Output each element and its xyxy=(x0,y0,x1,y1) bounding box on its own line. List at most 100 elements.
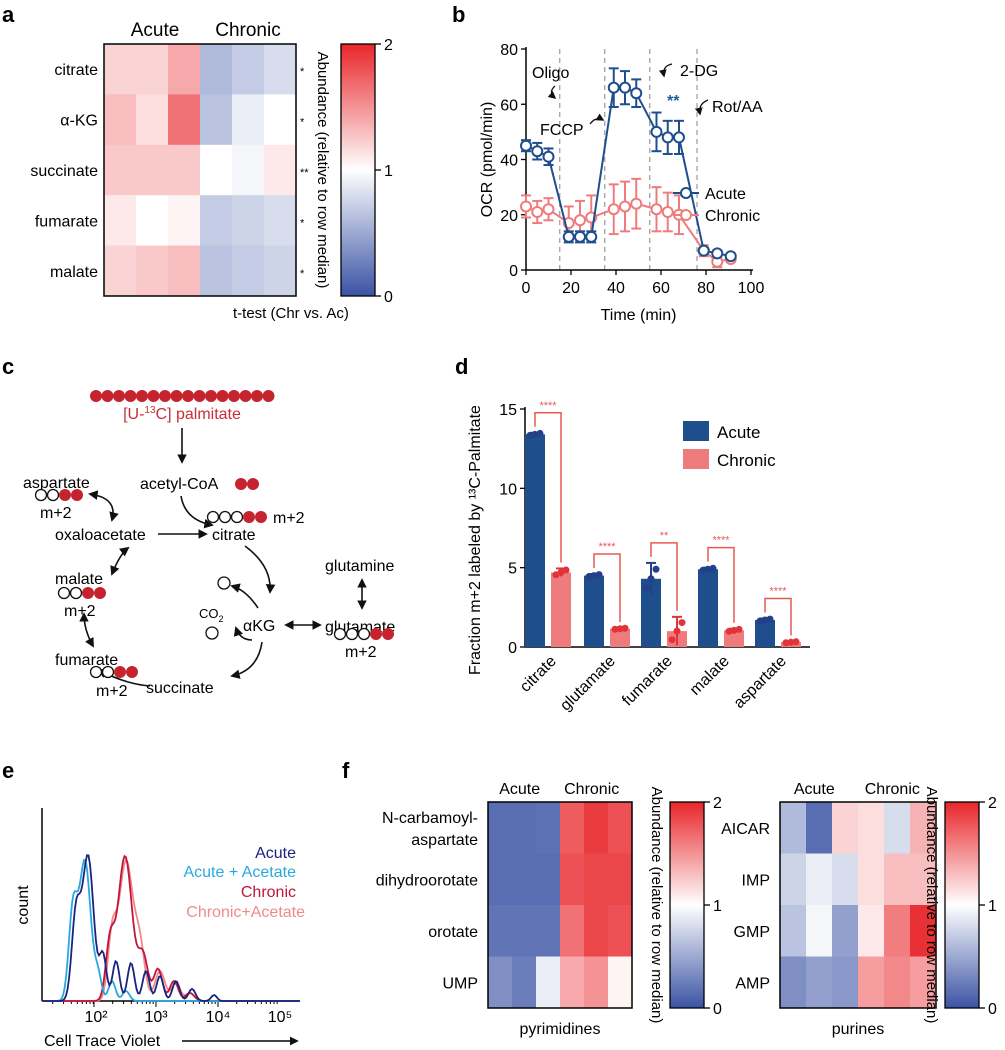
citrate-carbon xyxy=(255,511,267,523)
heatmap-cell xyxy=(264,144,297,196)
palmitate-carbon xyxy=(193,390,206,402)
heatmap-border xyxy=(779,801,937,1009)
legend-label: Acute xyxy=(705,186,746,203)
heatmap-cell xyxy=(136,245,169,297)
data-point-acute xyxy=(607,81,620,94)
col-group-acute: Acute xyxy=(131,20,180,41)
colorbar xyxy=(944,801,980,1009)
citrate-carbon xyxy=(206,510,220,524)
replicate-dot xyxy=(621,624,629,632)
y-tick-label: 15 xyxy=(499,402,517,419)
fumarate-carbon xyxy=(89,665,103,679)
row-label: N-carbamoyl- xyxy=(382,810,478,827)
colorbar-tick-label: 1 xyxy=(384,163,393,180)
glutamate-carbon xyxy=(370,628,382,640)
data-point-acute xyxy=(724,250,737,263)
colorbar-tick-label: 0 xyxy=(384,289,393,306)
heatmap-xlabel: pyrimidines xyxy=(520,1021,601,1038)
heatmap-cell xyxy=(832,956,859,1009)
x-axis-label: Time (min) xyxy=(601,307,677,324)
heatmap-cell xyxy=(512,802,537,854)
heatmap-cell xyxy=(884,853,911,906)
heatmap-cell xyxy=(536,956,561,1009)
x-tick-label: 0 xyxy=(522,280,531,297)
fumarate-carbon xyxy=(114,666,126,678)
panel-c-diagram: [U-13C] palmitate acetyl-CoA m+2 citrate… xyxy=(23,390,395,700)
legend-acute-acetate: Acute + Acetate xyxy=(183,864,296,881)
heatmap-cell xyxy=(104,94,137,146)
heatmap-cell xyxy=(264,44,297,95)
col-group-chronic: Chronic xyxy=(215,20,280,41)
data-point-chronic xyxy=(542,203,555,216)
data-point-acute xyxy=(574,230,586,243)
panel-d-bar-chart: 0 5 10 15 Fraction m+2 labeled by ¹³C-Palmit… xyxy=(467,400,810,715)
injection-label: Oligo xyxy=(532,65,569,82)
arrow-oaa-aspartate xyxy=(88,490,119,522)
heatmap-cell xyxy=(232,94,265,146)
palmitate-carbon xyxy=(262,390,275,402)
aspartate-carbon xyxy=(71,489,83,501)
aspartate-m2-label: m+2 xyxy=(40,505,72,522)
heatmap-cell xyxy=(168,144,201,196)
akg-label: αKG xyxy=(243,618,275,635)
panel-label-b: b xyxy=(452,2,465,27)
heatmap-cell xyxy=(264,195,297,247)
panel-f-heatmaps: Acute Chronic N-carbamoyl-aspartate dihydro… xyxy=(376,781,997,1038)
injection-arrow xyxy=(658,63,673,78)
bar-acute xyxy=(584,575,604,647)
y-tick-label: 5 xyxy=(508,561,517,578)
colorbar-tick-label: 2 xyxy=(988,795,997,812)
citrate-carbon xyxy=(243,511,255,523)
citrate-carbon xyxy=(230,510,244,524)
co2-carbon xyxy=(217,576,231,590)
heatmap-cell xyxy=(884,905,911,957)
legend-marker xyxy=(680,209,692,221)
significance-marker: **** xyxy=(598,541,616,553)
malate-carbon xyxy=(57,586,71,600)
heatmap-cell xyxy=(512,853,537,906)
colorbar-label: Abundance (relative to row median) xyxy=(648,787,665,1024)
legend-label: Acute xyxy=(717,423,760,442)
data-point-chronic xyxy=(619,200,631,213)
heatmap-cell xyxy=(608,802,633,854)
heatmap-cell xyxy=(780,956,807,1009)
colorbar-tick-label: 1 xyxy=(988,898,997,915)
significance-marker: **** xyxy=(712,535,730,547)
heatmap-cell xyxy=(200,44,233,95)
heatmap-cell xyxy=(584,853,609,906)
fumarate-label: fumarate xyxy=(55,652,118,669)
injection-label: FCCP xyxy=(540,122,584,139)
injection-label: 2-DG xyxy=(680,63,718,80)
significance-marker: * xyxy=(300,66,305,78)
colorbar-tick-label: 0 xyxy=(713,1001,722,1018)
panel-label-e: e xyxy=(2,758,14,783)
heatmap-cell xyxy=(560,956,585,1009)
data-point-acute xyxy=(661,131,674,144)
significance-marker: **** xyxy=(539,400,557,412)
palmitate-carbon xyxy=(101,390,114,402)
row-label: UMP xyxy=(442,975,478,992)
data-point-acute xyxy=(697,244,710,257)
aspartate-carbon xyxy=(34,488,48,502)
legend-marker xyxy=(680,187,692,199)
heatmap-cell xyxy=(232,195,265,247)
malate-m2-label: m+2 xyxy=(64,603,96,620)
histogram-acute-acetate xyxy=(42,858,300,1002)
heatmap-cell xyxy=(832,905,859,957)
arrow-co2-release xyxy=(230,583,259,609)
heatmap-cell xyxy=(136,144,169,196)
panel-b-ocr-chart: 0 20 40 60 80 0 20 40 60 80 100 Time (min) OCR (pmol… xyxy=(479,42,764,324)
heatmap-cell xyxy=(536,853,561,906)
heatmap-cell xyxy=(488,905,513,957)
malate-carbon xyxy=(82,587,94,599)
heatmap-cell xyxy=(858,956,885,1009)
acetylcoa-dot xyxy=(247,478,259,490)
bar-chronic xyxy=(610,628,630,647)
fumarate-carbon xyxy=(126,666,138,678)
heatmap-cell xyxy=(560,802,585,854)
palmitate-carbon xyxy=(136,390,148,402)
row-label: aspartate xyxy=(411,832,478,849)
acetylcoa-dot xyxy=(235,478,247,490)
heatmap-cell xyxy=(232,245,265,297)
y-tick-label: 10 xyxy=(499,481,517,498)
